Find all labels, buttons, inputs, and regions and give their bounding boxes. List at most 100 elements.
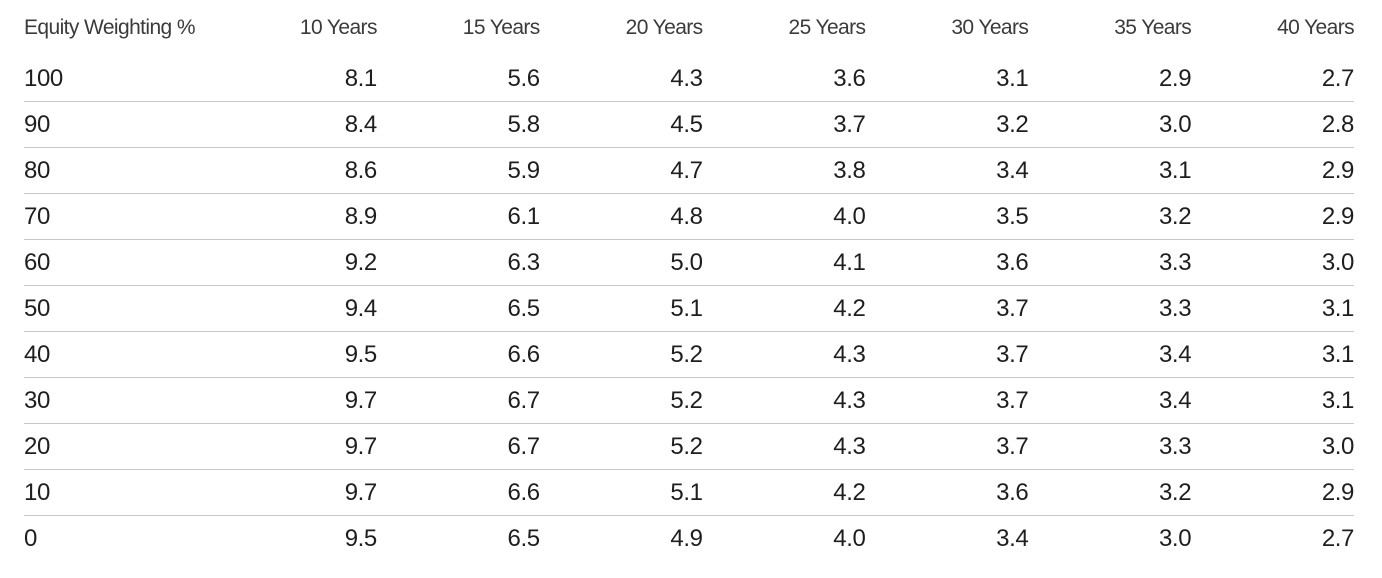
value-cell: 4.0 xyxy=(702,515,866,561)
value-cell: 6.6 xyxy=(376,469,540,516)
value-cell: 3.2 xyxy=(1028,193,1192,240)
value-cell: 2.9 xyxy=(1191,469,1354,516)
value-cell: 4.3 xyxy=(670,64,703,92)
value-cell: 3.3 xyxy=(1028,239,1192,286)
value-cell: 8.6 xyxy=(214,147,377,194)
value-cell: 2.7 xyxy=(1191,515,1354,561)
value-cell: 3.1 xyxy=(1191,285,1354,332)
table-row: 50 9.4 6.5 5.1 4.2 3.7 3.3 3.1 xyxy=(24,285,1354,332)
row-label-cell: 0 xyxy=(24,515,214,561)
column-header-10-years: 10 Years xyxy=(299,16,378,39)
value-cell: 4.8 xyxy=(539,193,703,240)
value-cell: 2.9 xyxy=(1191,147,1354,194)
value-cell: 3.1 xyxy=(1191,331,1354,378)
value-cell: 3.3 xyxy=(1028,423,1192,470)
value-cell: 3.7 xyxy=(865,285,1029,332)
value-cell: 3.0 xyxy=(1028,515,1192,561)
value-cell: 3.1 xyxy=(1191,377,1354,424)
value-cell: 6.7 xyxy=(376,377,540,424)
value-cell: 4.0 xyxy=(702,193,866,240)
value-cell: 6.1 xyxy=(376,193,540,240)
data-table: Equity Weighting % 10 Years 15 Years 20 Yea… xyxy=(24,0,1355,561)
value-cell: 5.1 xyxy=(539,469,703,516)
value-cell: 3.8 xyxy=(702,147,866,194)
column-header-25-years: 25 Years xyxy=(788,16,866,39)
table-row: 80 8.6 5.9 4.7 3.8 3.4 3.1 2.9 xyxy=(24,147,1354,194)
value-cell: 3.6 xyxy=(865,469,1029,516)
value-cell: 6.6 xyxy=(376,331,540,378)
row-label-cell: 90 xyxy=(24,101,214,148)
value-cell: 3.4 xyxy=(1028,377,1192,424)
value-cell: 9.7 xyxy=(214,377,377,424)
table-row: 20 9.7 6.7 5.2 4.3 3.7 3.3 3.0 xyxy=(24,423,1354,470)
value-cell: 5.8 xyxy=(376,101,540,148)
column-header-15-years: 15 Years xyxy=(462,16,541,39)
table-header: Equity Weighting % 10 Years 15 Years 20 Yea… xyxy=(24,0,1355,56)
row-label-cell: 70 xyxy=(24,193,214,240)
value-cell: 3.1 xyxy=(1028,147,1192,194)
column-header-35-years: 35 Years xyxy=(1114,16,1192,39)
value-cell: 5.1 xyxy=(539,285,703,332)
value-cell: 2.8 xyxy=(1191,101,1354,148)
column-header-20-years: 20 Years xyxy=(625,16,704,39)
value-cell: 4.3 xyxy=(702,377,866,424)
row-label-cell: 40 xyxy=(24,331,214,378)
value-cell: 8.4 xyxy=(214,101,377,148)
value-cell: 2.7 xyxy=(1321,64,1355,92)
value-cell: 8.1 xyxy=(344,64,378,92)
row-label-cell: 20 xyxy=(24,423,214,470)
value-cell: 3.7 xyxy=(865,423,1029,470)
value-cell: 3.0 xyxy=(1191,239,1354,286)
value-cell: 4.2 xyxy=(702,285,866,332)
value-cell: 3.4 xyxy=(1028,331,1192,378)
value-cell: 2.9 xyxy=(1158,64,1192,92)
table-row: 30 9.7 6.7 5.2 4.3 3.7 3.4 3.1 xyxy=(24,377,1354,424)
value-cell: 2.9 xyxy=(1191,193,1354,240)
value-cell: 6.3 xyxy=(376,239,540,286)
row-label-cell: 80 xyxy=(24,147,214,194)
value-cell: 4.3 xyxy=(702,331,866,378)
value-cell: 9.5 xyxy=(214,515,377,561)
value-cell: 5.2 xyxy=(539,331,703,378)
value-cell: 3.4 xyxy=(865,147,1029,194)
value-cell: 5.2 xyxy=(539,423,703,470)
value-cell: 3.7 xyxy=(865,377,1029,424)
value-cell: 9.5 xyxy=(214,331,377,378)
value-cell: 6.5 xyxy=(376,515,540,561)
table-row: 100 8.1 5.6 4.3 3.6 3.1 2.9 2.7 xyxy=(24,56,1354,102)
value-cell: 4.5 xyxy=(539,101,703,148)
value-cell: 6.7 xyxy=(376,423,540,470)
row-label-cell: 60 xyxy=(24,239,214,286)
value-cell: 4.9 xyxy=(539,515,703,561)
column-header-40-years: 40 Years xyxy=(1277,16,1355,39)
column-header-30-years: 30 Years xyxy=(951,16,1029,39)
row-label-cell: 30 xyxy=(24,377,214,424)
value-cell: 9.4 xyxy=(214,285,377,332)
value-cell: 3.7 xyxy=(865,331,1029,378)
row-label-cell: 100 xyxy=(24,64,63,92)
value-cell: 5.2 xyxy=(539,377,703,424)
table-row: 60 9.2 6.3 5.0 4.1 3.6 3.3 3.0 xyxy=(24,239,1354,286)
table-row: 90 8.4 5.8 4.5 3.7 3.2 3.0 2.8 xyxy=(24,101,1354,148)
value-cell: 9.7 xyxy=(214,423,377,470)
value-cell: 3.3 xyxy=(1028,285,1192,332)
value-cell: 3.0 xyxy=(1191,423,1354,470)
value-cell: 9.7 xyxy=(214,469,377,516)
value-cell: 3.5 xyxy=(865,193,1029,240)
value-cell: 6.5 xyxy=(376,285,540,332)
value-cell: 4.1 xyxy=(702,239,866,286)
header-row: Equity Weighting % 10 Years 15 Years 20 Yea… xyxy=(24,0,1355,56)
row-label-cell: 50 xyxy=(24,285,214,332)
value-cell: 5.0 xyxy=(539,239,703,286)
column-header-equity-weighting: Equity Weighting % xyxy=(24,16,196,39)
table-body: 100 8.1 5.6 4.3 3.6 3.1 2.9 2.7 90 8.4 5.8 4.5 3.7 3.… xyxy=(24,56,1354,561)
value-cell: 3.4 xyxy=(865,515,1029,561)
value-cell: 3.0 xyxy=(1028,101,1192,148)
value-cell: 8.9 xyxy=(214,193,377,240)
value-cell: 3.7 xyxy=(702,101,866,148)
value-cell: 3.2 xyxy=(865,101,1029,148)
value-cell: 3.6 xyxy=(833,64,866,92)
value-cell: 3.1 xyxy=(996,64,1029,92)
table-row: 40 9.5 6.6 5.2 4.3 3.7 3.4 3.1 xyxy=(24,331,1354,378)
value-cell: 3.2 xyxy=(1028,469,1192,516)
